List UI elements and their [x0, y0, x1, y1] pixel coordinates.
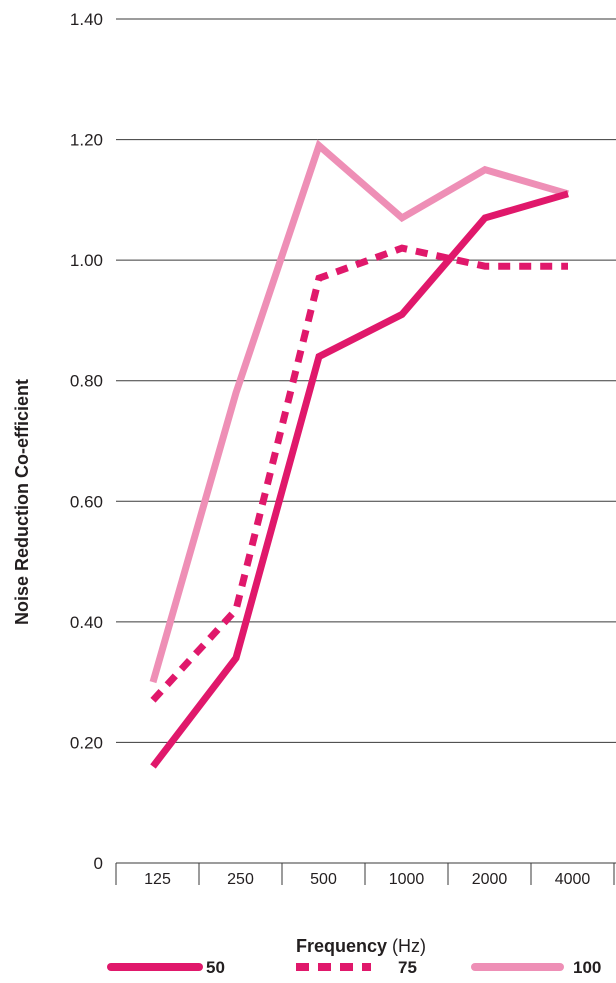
x-axis: 125 250 500 1000 2000 4000	[115, 862, 616, 888]
series-lines	[149, 139, 569, 769]
y-tick-label: 0	[94, 854, 103, 873]
legend-label-75: 75	[398, 958, 417, 977]
y-tick-label: 0.80	[70, 372, 103, 391]
x-tick-label: 250	[227, 871, 254, 888]
y-tick-label: 1.00	[70, 251, 103, 270]
legend-label-50: 50	[206, 958, 225, 977]
y-tick-label: 0.20	[70, 733, 103, 752]
x-axis-title: Frequency (Hz)	[296, 936, 426, 956]
y-tick-label: 1.20	[70, 131, 103, 150]
legend: 50 75 100	[107, 958, 601, 977]
x-axis-title-unit: (Hz)	[392, 936, 426, 956]
y-tick-label: 1.40	[70, 10, 103, 29]
y-tick-label: 0.60	[70, 492, 103, 511]
x-axis-title-main: Frequency	[296, 936, 387, 956]
x-tick-label: 2000	[472, 871, 508, 888]
y-tick-label: 0.40	[70, 613, 103, 632]
x-tick-label: 125	[144, 871, 171, 888]
series-line-100	[149, 139, 569, 684]
x-tick-label: 1000	[389, 871, 425, 888]
x-tick-label: 4000	[555, 871, 591, 888]
y-axis-title: Noise Reduction Co-efficient	[12, 379, 32, 625]
legend-label-100: 100	[573, 958, 601, 977]
grid-lines	[116, 18, 616, 743]
x-tick-label: 500	[310, 871, 337, 888]
y-axis-ticks: 0 0.20 0.40 0.60 0.80 1.00 1.20 1.40	[70, 10, 103, 873]
series-line-75	[150, 244, 568, 703]
series-line-50	[150, 190, 569, 769]
